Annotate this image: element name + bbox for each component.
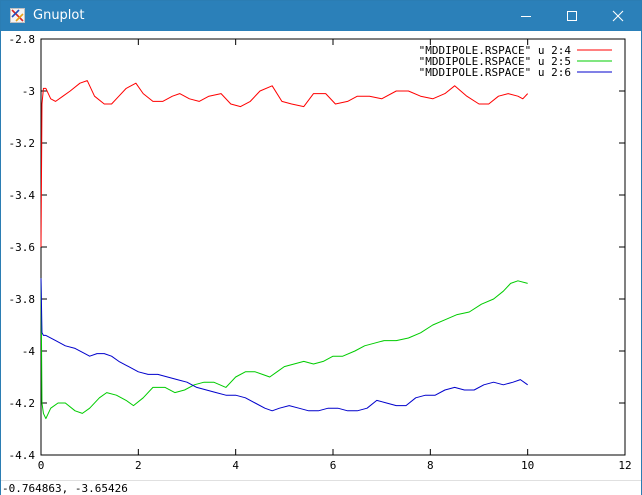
- chart[interactable]: 0 2 4 6 8 10 12 -2.8 -3 -3.2 -3.4 -3.6 -3.8 -4 -4.2 -4.…: [1, 31, 641, 480]
- y-tick-label: -3.4: [9, 189, 36, 202]
- mouse-coordinates: -0.764863, -3.65426: [2, 482, 128, 495]
- title-bar[interactable]: Gnuplot: [1, 1, 641, 31]
- maximize-button[interactable]: [549, 1, 595, 31]
- y-tick-label: -3.8: [9, 293, 36, 306]
- x-tick-label: 6: [330, 459, 337, 472]
- x-tick-label: 10: [521, 459, 534, 472]
- gnuplot-app-icon: [10, 8, 25, 23]
- y-tick-label: -4.2: [9, 397, 36, 410]
- series-line-3: [40, 278, 528, 412]
- x-tick-label: 8: [427, 459, 434, 472]
- legend-label-2: "MDDIPOLE.RSPACE" u 2:5: [419, 55, 571, 68]
- y-tick-label: -2.8: [9, 33, 36, 46]
- legend-label-3: "MDDIPOLE.RSPACE" u 2:6: [419, 66, 571, 79]
- x-tick-label: 12: [618, 459, 631, 472]
- minimize-icon: [521, 16, 531, 17]
- series-line-1: [40, 80, 529, 248]
- x-tick-label: 4: [232, 459, 239, 472]
- minimize-button[interactable]: [503, 1, 549, 31]
- window-title: Gnuplot: [33, 8, 85, 23]
- x-tick-label: 2: [135, 459, 142, 472]
- maximize-icon: [567, 11, 577, 21]
- legend-label-1: "MDDIPOLE.RSPACE" u 2:4: [419, 44, 572, 57]
- series-line-2: [40, 278, 528, 420]
- plot-area[interactable]: 0 2 4 6 8 10 12 -2.8 -3 -3.2 -3.4 -3.6 -3.8 -4 -4.2 -4.…: [1, 31, 641, 480]
- y-tick-label: -3: [22, 85, 35, 98]
- close-icon: [612, 10, 624, 22]
- x-tick-label: 0: [38, 459, 45, 472]
- y-tick-label: -4: [22, 345, 36, 358]
- y-tick-label: -3.2: [9, 137, 36, 150]
- close-button[interactable]: [595, 1, 641, 31]
- y-tick-label: -4.4: [9, 449, 36, 462]
- status-bar: -0.764863, -3.65426: [1, 480, 641, 495]
- y-tick-label: -3.6: [9, 241, 36, 254]
